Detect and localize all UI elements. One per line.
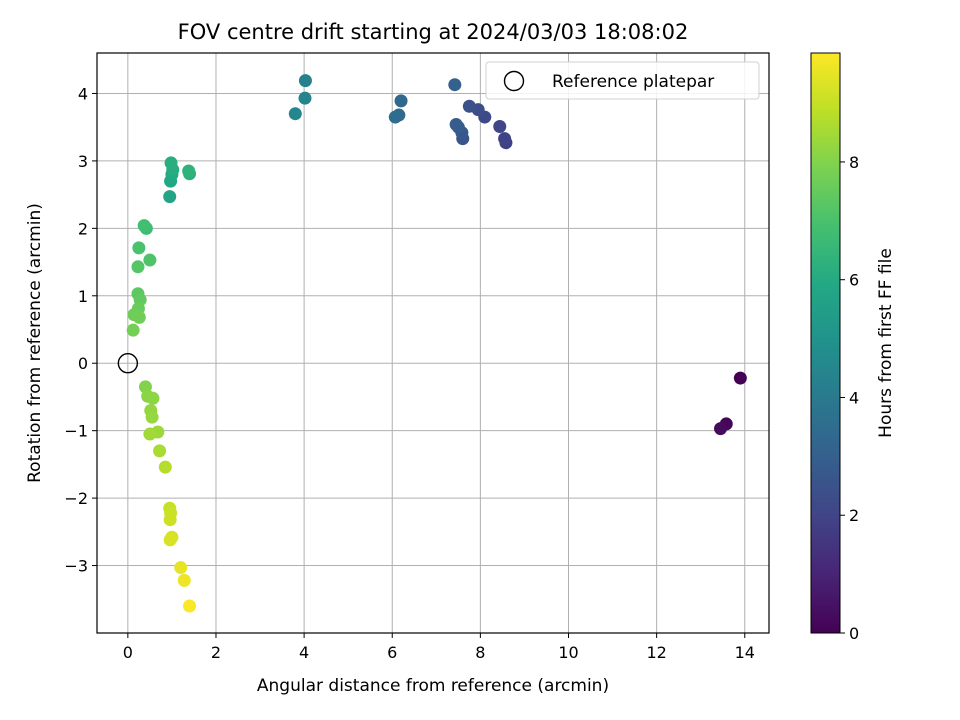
x-tick-label: 8: [475, 643, 485, 662]
y-tick-label: −3: [64, 557, 88, 576]
data-point: [462, 99, 476, 113]
y-tick-label: 3: [78, 152, 88, 171]
plot-frame: [96, 52, 770, 634]
x-axis-ticks: 0 2 4 6 8 10 12 14: [123, 633, 755, 662]
x-tick-label: 14: [735, 643, 755, 662]
data-point: [163, 533, 177, 547]
data-point: [143, 427, 157, 441]
data-point: [163, 190, 177, 204]
data-point: [449, 117, 463, 131]
data-point: [132, 310, 146, 324]
reference-platepar-marker: [117, 353, 139, 374]
data-point: [132, 241, 146, 255]
data-point: [182, 164, 196, 178]
data-point: [143, 253, 157, 267]
data-point: [448, 78, 462, 92]
data-point: [388, 110, 402, 124]
colorbar: 0 2 4 6 8 Hours from first FF file: [810, 52, 896, 643]
legend-box: [485, 61, 760, 100]
colorbar-label: Hours from first FF file: [876, 248, 896, 438]
data-point: [733, 371, 747, 385]
x-tick-label: 2: [211, 643, 221, 662]
data-point: [174, 561, 188, 575]
colorbar-tick-label: 6: [849, 271, 859, 290]
data-points: [126, 74, 747, 613]
data-point: [298, 91, 312, 105]
colorbar-tick-label: 0: [849, 624, 859, 643]
legend: Reference platepar: [485, 61, 760, 100]
data-point: [493, 120, 507, 134]
data-point: [394, 94, 408, 108]
y-tick-label: −2: [64, 489, 88, 508]
legend-reference-marker: [503, 70, 525, 92]
chart-title: FOV centre drift starting at 2024/03/03 …: [178, 20, 689, 44]
data-point: [164, 156, 178, 170]
y-tick-label: 1: [78, 287, 88, 306]
x-tick-label: 0: [123, 643, 133, 662]
data-point: [131, 260, 145, 274]
data-point: [177, 573, 191, 587]
data-point: [137, 219, 151, 233]
y-tick-label: 2: [78, 219, 88, 238]
y-axis-ticks: −3 −2 −1 0 1 2 3 4: [64, 84, 97, 576]
data-point: [153, 444, 167, 458]
x-axis-label: Angular distance from reference (arcmin): [257, 676, 609, 696]
data-point: [288, 107, 302, 121]
colorbar-tick-label: 8: [849, 153, 859, 172]
data-point: [714, 422, 728, 436]
data-point: [163, 513, 177, 527]
x-tick-label: 12: [646, 643, 666, 662]
data-point: [158, 460, 172, 474]
x-tick-label: 10: [558, 643, 578, 662]
colorbar-gradient: [810, 52, 841, 634]
data-point: [145, 410, 159, 424]
grid-lines: [97, 53, 769, 633]
data-point: [146, 391, 160, 405]
data-point: [498, 132, 512, 146]
y-tick-label: 4: [78, 84, 88, 103]
colorbar-ticks: 0 2 4 6 8: [840, 153, 859, 643]
x-tick-label: 6: [387, 643, 397, 662]
data-point: [183, 599, 197, 613]
data-point: [126, 323, 140, 337]
y-tick-label: −1: [64, 422, 88, 441]
data-point: [298, 74, 312, 88]
y-tick-label: 0: [78, 354, 88, 373]
colorbar-tick-label: 2: [849, 506, 859, 525]
colorbar-tick-label: 4: [849, 388, 859, 407]
y-axis-label: Rotation from reference (arcmin): [25, 203, 45, 483]
x-tick-label: 4: [299, 643, 309, 662]
legend-label: Reference platepar: [552, 72, 714, 92]
